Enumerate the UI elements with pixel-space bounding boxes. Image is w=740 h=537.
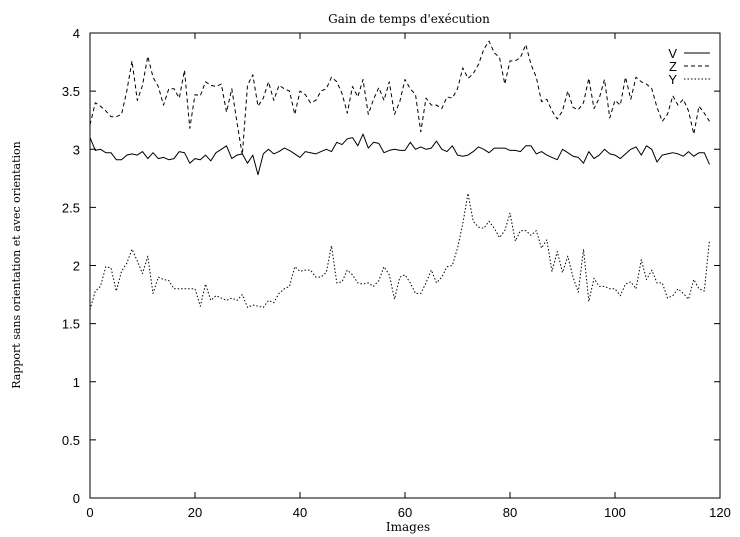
legend-label: Y bbox=[668, 72, 677, 87]
legend: VZY bbox=[668, 46, 710, 87]
legend-label: V bbox=[668, 46, 677, 61]
y-tick-label: 2.5 bbox=[62, 200, 80, 215]
y-axis-label: Rapport sans orientation et avec orienta… bbox=[10, 141, 23, 389]
y-tick-label: 4 bbox=[73, 26, 80, 41]
y-tick-label: 3 bbox=[73, 142, 80, 157]
y-tick-label: 3.5 bbox=[62, 84, 80, 99]
x-tick-label: 40 bbox=[293, 505, 307, 520]
x-tick-label: 60 bbox=[398, 505, 412, 520]
series-line-y bbox=[89, 192, 710, 310]
y-tick-label: 1.5 bbox=[62, 317, 80, 332]
series-line-z bbox=[89, 40, 710, 156]
x-tick-label: 20 bbox=[188, 505, 202, 520]
legend-label: Z bbox=[669, 59, 677, 74]
y-tick-label: 2 bbox=[73, 259, 80, 274]
y-tick-label: 1 bbox=[73, 375, 80, 390]
y-tick-label: 0 bbox=[73, 491, 80, 506]
x-tick-label: 80 bbox=[503, 505, 517, 520]
series-layer bbox=[89, 40, 710, 310]
chart-title: Gain de temps d'exécution bbox=[328, 12, 490, 26]
series-line-v bbox=[89, 133, 710, 176]
x-tick-label: 100 bbox=[604, 505, 626, 520]
plot-frame bbox=[89, 32, 721, 499]
axes: 00.511.522.533.540 20 40 60 80 100 120 bbox=[62, 26, 731, 520]
y-tick-label: 0.5 bbox=[62, 433, 80, 448]
x-tick-label: 120 bbox=[709, 505, 731, 520]
x-tick-label: 0 bbox=[86, 505, 93, 520]
x-axis-label: Images bbox=[386, 520, 430, 534]
